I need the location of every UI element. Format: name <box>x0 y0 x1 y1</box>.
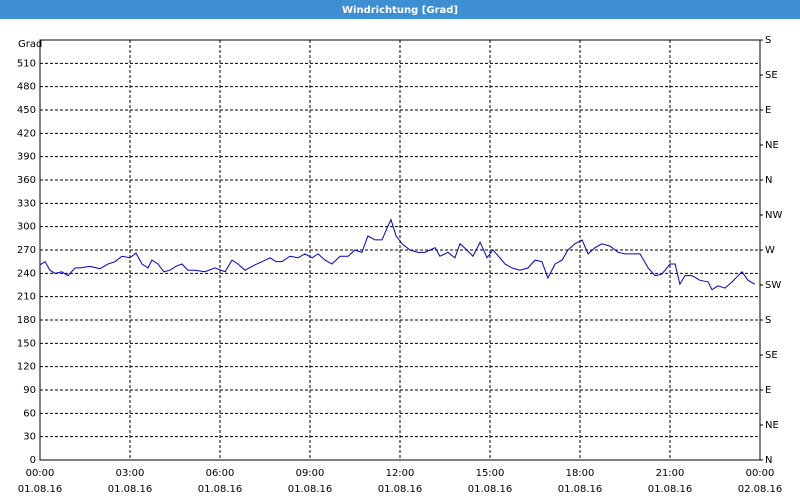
x-tick-label: 15:00 <box>476 468 505 479</box>
title-bar <box>0 0 800 19</box>
y2-tick-label: E <box>765 385 771 396</box>
y-tick-label: 270 <box>17 245 36 256</box>
x-tick-label: 09:00 <box>296 468 325 479</box>
y2-tick-label: NE <box>765 140 779 151</box>
x-tick-label: 12:00 <box>386 468 415 479</box>
y2-tick-label: NE <box>765 420 779 431</box>
x-tick-date: 01.08.16 <box>108 484 153 495</box>
y2-tick-label: N <box>765 175 772 186</box>
y-tick-label: 300 <box>17 222 36 233</box>
y-tick-label: 30 <box>23 432 36 443</box>
y-axis-label: Grad <box>18 39 42 50</box>
y-tick-label: 450 <box>17 105 36 116</box>
y-tick-label: 360 <box>17 175 36 186</box>
y-tick-label: 480 <box>17 82 36 93</box>
y-tick-label: 60 <box>23 408 36 419</box>
data-line <box>39 218 756 291</box>
y2-tick-label: SE <box>765 70 778 81</box>
y-tick-label: 390 <box>17 152 36 163</box>
y2-tick-label: N <box>765 455 772 466</box>
x-tick-date: 02.08.16 <box>738 484 783 495</box>
x-tick-label: 00:00 <box>746 468 775 479</box>
x-tick-label: 03:00 <box>116 468 145 479</box>
y-tick-label: 330 <box>17 198 36 209</box>
y2-tick-label: E <box>765 105 771 116</box>
y-tick-label: 120 <box>17 362 36 373</box>
y2-tick-label: NW <box>765 210 782 221</box>
y-tick-label: 0 <box>30 455 36 466</box>
x-tick-date: 01.08.16 <box>378 484 423 495</box>
x-tick-date: 01.08.16 <box>648 484 693 495</box>
x-tick-label: 06:00 <box>206 468 235 479</box>
x-tick-date: 01.08.16 <box>288 484 333 495</box>
y2-tick-label: W <box>765 245 775 256</box>
x-tick-label: 00:00 <box>26 468 55 479</box>
x-tick-label: 21:00 <box>656 468 685 479</box>
y-tick-label: 180 <box>17 315 36 326</box>
y-tick-label: 420 <box>17 128 36 139</box>
y2-tick-label: SW <box>765 280 781 291</box>
y-tick-label: 150 <box>17 338 36 349</box>
x-tick-date: 01.08.16 <box>558 484 603 495</box>
y2-tick-label: S <box>765 35 771 46</box>
y-tick-label: 510 <box>17 58 36 69</box>
y2-tick-label: S <box>765 315 771 326</box>
y-tick-label: 90 <box>23 385 36 396</box>
x-tick-date: 01.08.16 <box>18 484 63 495</box>
chart-title: Windrichtung [Grad] <box>342 5 458 16</box>
x-tick-label: 18:00 <box>566 468 595 479</box>
y-tick-label: 240 <box>17 268 36 279</box>
x-tick-date: 01.08.16 <box>198 484 243 495</box>
y-tick-label: 210 <box>17 292 36 303</box>
y2-tick-label: SE <box>765 350 778 361</box>
x-tick-date: 01.08.16 <box>468 484 513 495</box>
